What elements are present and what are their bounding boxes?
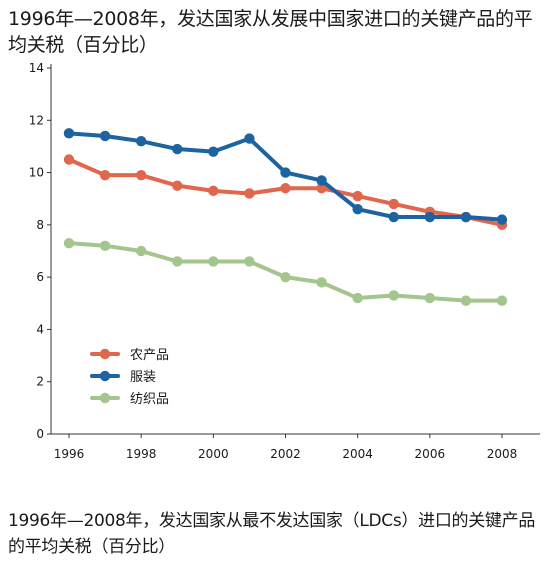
data-point <box>388 198 399 210</box>
data-point <box>280 271 291 283</box>
data-point <box>460 295 472 306</box>
legend-swatch-dot <box>99 392 111 404</box>
series-1 <box>63 128 508 225</box>
data-point <box>244 188 255 199</box>
data-point <box>424 292 436 304</box>
data-point <box>63 237 75 249</box>
data-point <box>135 169 147 181</box>
legend-swatch-dot <box>99 370 111 382</box>
chart-series <box>63 128 508 306</box>
data-point <box>135 136 147 147</box>
series-line <box>67 241 504 303</box>
data-point <box>316 175 327 186</box>
data-point <box>135 245 147 257</box>
data-point <box>208 256 219 267</box>
data-point <box>99 169 111 181</box>
x-tick-label: 1996 <box>54 447 85 461</box>
legend-label: 服装 <box>130 370 156 385</box>
legend-label: 农产品 <box>130 348 169 363</box>
data-point <box>316 183 327 194</box>
x-tick-label: 2008 <box>487 447 518 461</box>
y-tick-label: 8 <box>36 218 44 232</box>
data-point <box>352 203 363 215</box>
data-point <box>388 290 399 301</box>
data-point <box>208 185 219 197</box>
data-point <box>496 214 508 225</box>
chart-title: 1996年—2008年，发达国家从发展中国家进口的关键产品的平均关税（百分比） <box>8 8 533 56</box>
chart-caption: 1996年—2008年，发达国家从最不发达国家（LDCs）进口的关键产品的平均关… <box>8 511 536 557</box>
y-tick-label: 4 <box>36 322 44 336</box>
data-point <box>460 211 472 223</box>
data-point <box>424 211 436 223</box>
x-tick-label: 2002 <box>270 447 301 461</box>
data-point <box>172 180 183 191</box>
legend-label: 纺织品 <box>130 392 169 407</box>
y-tick-label: 12 <box>29 113 44 127</box>
data-point <box>244 133 255 144</box>
data-point <box>496 295 508 306</box>
data-point <box>280 167 291 178</box>
x-tick-label: 2004 <box>342 447 373 461</box>
data-point <box>63 128 75 139</box>
x-tick-label: 2006 <box>415 447 446 461</box>
x-tick-label: 1998 <box>126 447 157 461</box>
data-point <box>99 240 111 251</box>
chart-axes: 0 2 4 6 8 10 12 14 1996 1998 2000 2002 2004 2006 2008 <box>29 61 540 461</box>
y-tick-label: 0 <box>36 427 44 441</box>
data-point <box>172 256 183 267</box>
data-point <box>352 292 363 304</box>
data-point <box>63 154 75 165</box>
legend-item-0: 农产品 <box>90 348 169 363</box>
legend-item-2: 纺织品 <box>90 392 169 407</box>
data-point <box>388 211 399 223</box>
data-point <box>172 143 183 155</box>
y-tick-label: 6 <box>36 270 44 284</box>
series-2 <box>63 237 508 306</box>
data-point <box>244 256 255 267</box>
legend-item-1: 服装 <box>90 370 156 385</box>
y-tick-label: 10 <box>29 166 44 180</box>
data-point <box>316 277 327 288</box>
x-tick-label: 2000 <box>198 447 229 461</box>
data-point <box>352 190 363 202</box>
data-point <box>208 146 219 157</box>
data-point <box>99 130 111 142</box>
y-tick-label: 2 <box>36 375 44 389</box>
data-point <box>280 183 291 194</box>
legend-swatch-dot <box>99 348 111 360</box>
y-tick-label: 14 <box>29 61 44 75</box>
